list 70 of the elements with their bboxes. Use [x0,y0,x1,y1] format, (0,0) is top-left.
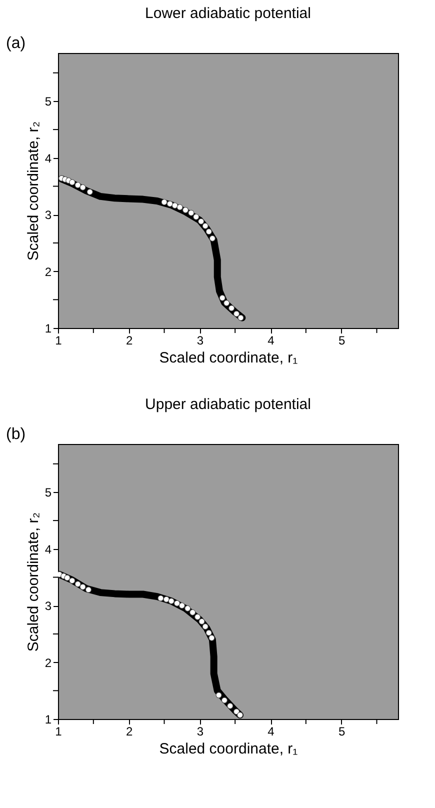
y-tick-label: 5 [44,486,52,500]
point [80,584,86,590]
y-tick-label: 3 [44,208,52,222]
point [182,207,189,214]
point [193,214,200,220]
x-tick-label: 2 [126,724,133,738]
x-tick-label: 5 [338,724,346,738]
x-tick-label: 4 [268,334,275,348]
x-tick-label: 3 [196,334,204,348]
point [219,294,226,301]
point [174,600,180,606]
chart-title: Lower adiabatic potential [145,5,311,22]
point [166,200,173,207]
point [190,609,196,616]
point [74,581,81,588]
point [86,188,93,195]
point [161,199,168,206]
y-tick-label: 2 [44,656,52,670]
point [168,598,174,604]
y-tick-label: 4 [44,542,52,556]
x-tick-label: 2 [126,334,133,348]
y-tick-label: 4 [44,151,52,166]
point [221,697,228,704]
chart-title: Upper adiabatic potential [145,396,311,413]
point [206,228,212,235]
point [237,712,244,718]
point [176,204,183,210]
point [233,708,240,715]
y-tick-label: 3 [44,599,52,614]
y-axis-title: Scaled coordinate, r₂ [24,121,42,261]
point [184,605,191,612]
point [202,624,208,630]
point [209,235,216,242]
x-axis-title: Scaled coordinate, r₁ [159,740,298,758]
point [163,596,170,602]
point [69,578,76,584]
y-tick-label: 1 [44,322,52,336]
point [80,184,86,190]
x-tick-label: 4 [268,724,275,738]
point [206,630,212,636]
y-tick-label: 2 [44,264,52,279]
point [69,179,76,186]
text: (b) [6,426,26,443]
point [194,614,201,620]
x-axis-title: Scaled coordinate, r₁ [159,350,298,366]
point [178,602,185,609]
point [158,595,164,602]
point [198,618,205,625]
x-tick-label: 1 [55,724,62,738]
point [227,702,234,709]
point [85,586,92,593]
point [208,634,215,641]
x-tick-label: 3 [196,724,204,738]
point [74,182,81,188]
y-tick-label: 5 [44,94,52,109]
text: (a) [6,35,26,52]
point [216,692,222,698]
point [224,300,230,306]
point [198,218,204,224]
y-tick-label: 1 [44,712,52,726]
x-tick-label: 1 [55,334,62,348]
point [188,210,194,216]
point [238,314,244,321]
point [172,202,178,209]
point [233,310,240,317]
point [202,222,208,229]
point [228,305,235,312]
point [64,574,70,581]
y-axis-title: Scaled coordinate, r₂ [24,512,42,652]
x-tick-label: 5 [338,334,346,348]
